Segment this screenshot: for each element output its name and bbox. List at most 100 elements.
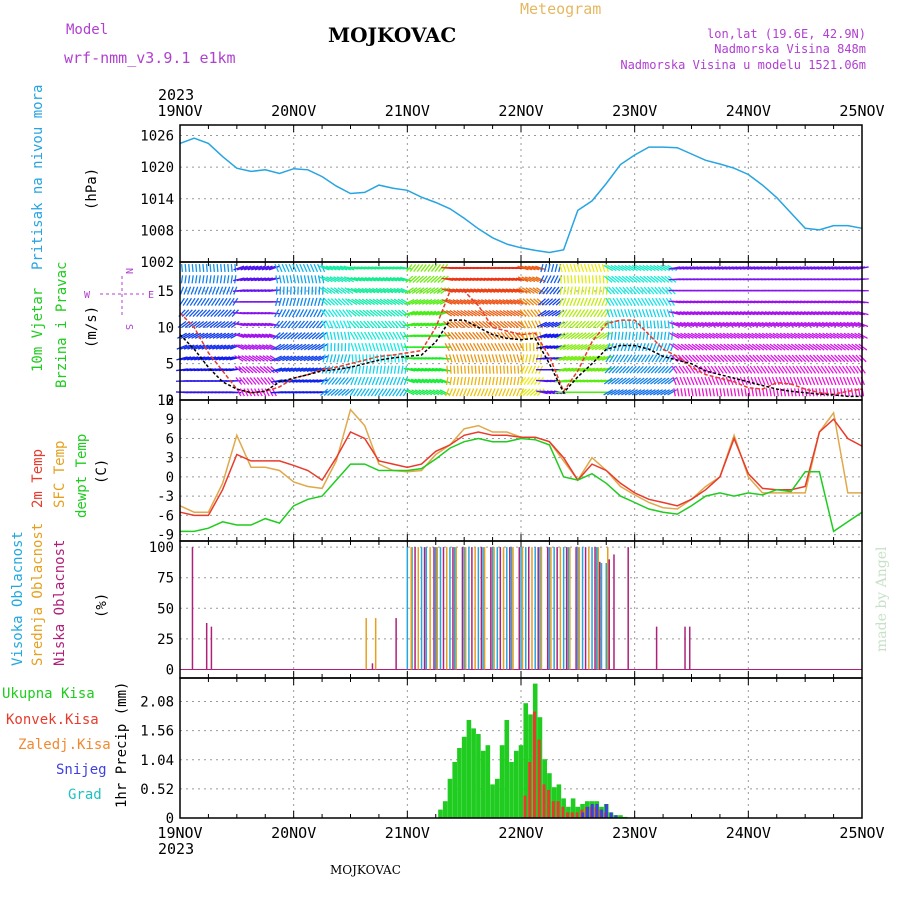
wind-arrow: [779, 388, 783, 397]
wind-arrow: [618, 365, 627, 374]
wind-arrow: [439, 322, 451, 327]
wind-arrow: [491, 288, 503, 293]
wind-arrow: [664, 320, 667, 329]
wind-arrow: [212, 275, 216, 284]
wind-arrow: [573, 286, 577, 295]
wind-arrow: [430, 275, 439, 284]
wind-arrow: [295, 263, 301, 273]
wind-arrow: [543, 275, 548, 284]
wind-arrow: [841, 354, 849, 363]
wind-arrow: [211, 297, 217, 306]
wind-arrow: [477, 354, 482, 363]
wind-arrow: [635, 275, 645, 283]
wind-arrow: [206, 309, 215, 318]
wind-arrow: [244, 355, 255, 362]
wind-arrow: [807, 376, 812, 386]
legend-snow: Snijeg: [56, 762, 107, 778]
wind-arrow: [701, 321, 712, 328]
wind-arrow: [574, 332, 584, 340]
wind-arrow: [488, 376, 492, 386]
wind-arrow: [309, 379, 322, 383]
wind-arrow: [621, 275, 631, 283]
wind-arrow: [539, 345, 552, 349]
wind-arrow: [388, 320, 396, 329]
wind-arrow: [367, 331, 373, 340]
wind-arrow: [606, 275, 609, 284]
wind-arrow: [451, 343, 457, 352]
wind-arrow: [621, 331, 624, 340]
wind-arrow: [497, 343, 504, 352]
wind-arrow: [346, 277, 359, 282]
wind-arrow: [591, 275, 594, 284]
convective-precip-bar: [537, 739, 541, 818]
wind-arrow: [343, 331, 347, 340]
wind-arrow: [653, 320, 656, 329]
wind-arrow: [550, 275, 556, 284]
wind-arrow: [377, 320, 385, 329]
wind-arrow: [545, 286, 553, 295]
wind-arrow: [693, 311, 706, 316]
wind-arrow: [250, 277, 263, 282]
wind-arrow: [372, 365, 376, 374]
wind-arrow: [800, 376, 805, 386]
wind-arrow: [461, 331, 469, 340]
wind-arrow: [303, 367, 315, 373]
wind-arrow: [856, 300, 869, 304]
wind-arrow: [343, 320, 348, 329]
wind-arrow: [393, 287, 404, 294]
wind-arrow: [521, 287, 532, 294]
wind-arrow: [707, 376, 713, 386]
wind-arrow: [257, 388, 263, 397]
wind-arrow: [521, 331, 525, 340]
wind-arrow: [558, 297, 564, 307]
wind-arrow: [368, 365, 372, 374]
wind-arrow: [628, 331, 631, 340]
wind-arrow: [664, 377, 673, 385]
cloud-label-low: Niska Oblacnost: [52, 540, 68, 666]
wind-arrow: [356, 331, 363, 340]
wind-arrow: [620, 309, 625, 318]
wind-arrow: [414, 378, 426, 384]
wind-arrow: [325, 354, 330, 363]
wind-arrow: [556, 332, 566, 340]
wind-arrow: [775, 321, 787, 328]
wind-arrow: [226, 275, 230, 284]
wind-arrow: [802, 365, 810, 374]
wind-arrow: [406, 264, 413, 272]
wind-arrow: [233, 277, 245, 282]
wind-arrow: [843, 321, 855, 328]
wind-arrow: [660, 275, 670, 283]
wind-arrow: [650, 275, 659, 283]
wind-arrow: [551, 309, 561, 317]
wind-arrow: [366, 320, 374, 329]
wind-arrow: [616, 342, 621, 352]
wind-arrow: [773, 354, 782, 363]
wind-arrow: [818, 321, 830, 328]
wind-arrow: [657, 286, 666, 295]
wind-arrow: [756, 365, 763, 374]
wind-arrow: [384, 320, 392, 329]
wind-arrow: [285, 297, 290, 307]
wind-arrow: [388, 331, 395, 340]
wind-arrow: [270, 379, 283, 383]
wind-arrow: [212, 344, 223, 350]
wind-arrow: [227, 263, 230, 273]
wind-arrow: [734, 343, 743, 351]
wind-arrow: [636, 286, 644, 295]
product-title: Meteogram: [520, 0, 601, 18]
wind-arrow: [314, 275, 318, 284]
wind-arrow: [563, 286, 566, 295]
wind-arrow: [628, 275, 638, 283]
wind-arrow: [507, 331, 515, 340]
wind-arrow: [606, 342, 611, 352]
wind-arrow: [342, 309, 349, 318]
wind-arrow: [368, 342, 373, 352]
wind-arrow: [478, 365, 481, 374]
wind-arrow: [719, 388, 723, 397]
wind-arrow: [699, 365, 706, 374]
wind-arrow: [526, 298, 535, 306]
wind-arrow: [643, 275, 652, 283]
wind-arrow: [481, 376, 485, 386]
wind-tick-label: 15: [157, 284, 174, 300]
wind-arrow: [757, 376, 763, 386]
